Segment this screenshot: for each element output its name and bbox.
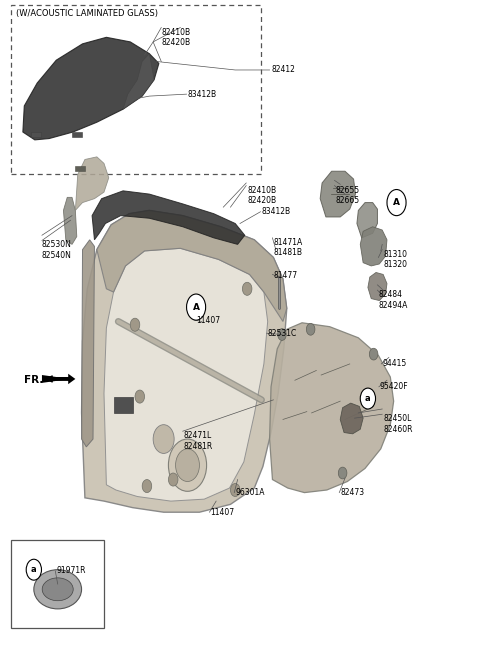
Circle shape <box>176 449 199 482</box>
Text: a: a <box>365 394 371 403</box>
Polygon shape <box>63 197 77 245</box>
Circle shape <box>278 329 286 340</box>
Text: 82450L
82460R: 82450L 82460R <box>383 414 413 434</box>
Circle shape <box>360 388 375 409</box>
Text: 11407: 11407 <box>210 508 235 517</box>
Polygon shape <box>123 54 154 109</box>
Polygon shape <box>368 272 387 300</box>
Text: 95420F: 95420F <box>380 382 408 391</box>
Circle shape <box>26 560 41 580</box>
Text: 91971R: 91971R <box>56 567 86 575</box>
Text: 82471L
82481R: 82471L 82481R <box>184 431 213 451</box>
Circle shape <box>338 467 347 479</box>
Circle shape <box>142 480 152 493</box>
Ellipse shape <box>42 578 73 601</box>
Circle shape <box>387 190 406 216</box>
Circle shape <box>168 473 178 486</box>
Polygon shape <box>72 132 82 136</box>
Ellipse shape <box>34 569 82 609</box>
Text: A: A <box>393 198 400 207</box>
Text: A: A <box>192 302 200 312</box>
Circle shape <box>230 483 240 497</box>
Text: 82530N
82540N: 82530N 82540N <box>42 241 72 260</box>
Bar <box>114 397 132 413</box>
Circle shape <box>135 390 144 403</box>
Circle shape <box>153 424 174 453</box>
Circle shape <box>369 348 378 360</box>
Text: 81471A
81481B: 81471A 81481B <box>274 238 303 257</box>
Text: 94415: 94415 <box>382 359 407 369</box>
Polygon shape <box>75 166 85 171</box>
Text: 11407: 11407 <box>196 316 220 325</box>
Text: 82473: 82473 <box>340 488 364 497</box>
Polygon shape <box>23 37 159 140</box>
Circle shape <box>187 294 205 320</box>
Text: 81477: 81477 <box>274 271 298 280</box>
Polygon shape <box>44 374 75 384</box>
Text: 81310
81320: 81310 81320 <box>383 250 407 269</box>
Text: FR.: FR. <box>24 375 44 385</box>
Text: 96301A: 96301A <box>235 488 265 497</box>
Polygon shape <box>75 157 109 211</box>
Text: (W/ACOUSTIC LAMINATED GLASS): (W/ACOUSTIC LAMINATED GLASS) <box>16 9 158 18</box>
Circle shape <box>242 282 252 295</box>
Polygon shape <box>357 203 377 238</box>
Polygon shape <box>31 132 40 136</box>
Text: 82531C: 82531C <box>268 329 297 338</box>
Text: 82410B
82420B: 82410B 82420B <box>161 28 191 47</box>
Text: 82410B
82420B: 82410B 82420B <box>247 186 276 205</box>
Polygon shape <box>97 211 287 321</box>
Polygon shape <box>42 375 71 383</box>
Text: 83412B: 83412B <box>188 90 216 98</box>
Polygon shape <box>104 249 268 501</box>
Polygon shape <box>82 211 287 512</box>
Text: 82655
82665: 82655 82665 <box>336 186 360 205</box>
Bar <box>11 5 262 174</box>
Polygon shape <box>340 403 363 434</box>
Polygon shape <box>270 323 394 493</box>
Polygon shape <box>360 227 387 266</box>
Text: 82484
82494A: 82484 82494A <box>378 290 408 310</box>
Circle shape <box>306 323 315 335</box>
Polygon shape <box>82 240 95 447</box>
Text: 83412B: 83412B <box>262 207 290 216</box>
Polygon shape <box>92 191 245 245</box>
Circle shape <box>168 439 206 491</box>
Bar <box>11 541 104 628</box>
Polygon shape <box>320 171 356 217</box>
Text: 82412: 82412 <box>271 66 295 75</box>
Text: a: a <box>31 565 36 574</box>
Circle shape <box>130 318 140 331</box>
